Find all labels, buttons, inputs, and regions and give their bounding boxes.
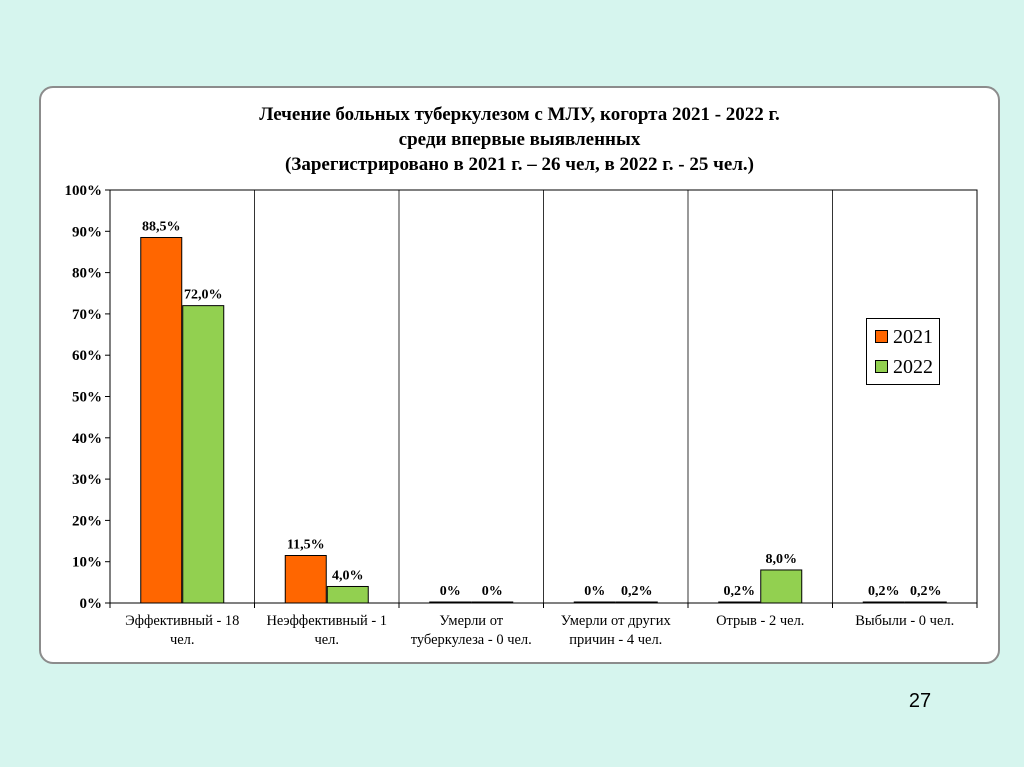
x-category-label: Эффективный - 18	[125, 613, 239, 629]
x-category-label: Умерли от	[439, 613, 503, 629]
chart-title-line-3: (Зарегистрировано в 2021 г. – 26 чел, в …	[284, 154, 754, 175]
x-category-label: чел.	[314, 632, 339, 648]
data-label-2021: 11,5%	[287, 538, 325, 553]
y-tick-label: 70%	[72, 307, 102, 323]
y-tick-label: 30%	[72, 472, 102, 488]
legend-item-2022: 2022	[875, 356, 933, 378]
data-label-2022: 72,0%	[184, 288, 223, 303]
chart-title-line-2: среди впервые выявленных	[398, 129, 641, 150]
bar-2021	[718, 601, 761, 604]
x-category-label: причин - 4 чел.	[569, 632, 662, 648]
page-number: 27	[908, 690, 932, 712]
legend-swatch-2021	[875, 329, 888, 343]
bar-2021	[573, 601, 616, 604]
data-label-2022: 0%	[482, 584, 503, 599]
data-label-2021: 0%	[440, 584, 461, 599]
y-tick-label: 0%	[80, 596, 103, 612]
data-label-2021: 0,2%	[724, 584, 756, 599]
bar-2022	[760, 569, 803, 604]
x-category-label: туберкулеза - 0 чел.	[411, 632, 532, 648]
chart-legend: 2021 2022	[866, 318, 940, 385]
data-label-2022: 8,0%	[766, 552, 798, 567]
y-tick-label: 40%	[72, 431, 102, 447]
bar-2021	[862, 601, 905, 604]
y-tick-label: 10%	[72, 555, 102, 571]
bar-2022	[326, 585, 369, 604]
legend-swatch-2022	[875, 359, 888, 373]
y-tick-label: 90%	[72, 224, 102, 240]
legend-label-2022: 2022	[893, 356, 933, 378]
y-tick-label: 100%	[65, 183, 103, 199]
bar-2022	[471, 601, 514, 604]
x-category-label: Отрыв - 2 чел.	[716, 613, 804, 629]
x-category-label: чел.	[170, 632, 195, 648]
y-tick-label: 80%	[72, 266, 102, 282]
y-tick-label: 20%	[72, 513, 102, 529]
chart-title-line-1: Лечение больных туберкулезом с МЛУ, кого…	[259, 104, 780, 125]
data-label-2021: 0%	[584, 584, 605, 599]
data-label-2022: 4,0%	[332, 568, 364, 583]
data-label-2022: 0,2%	[621, 584, 653, 599]
bar-2022	[615, 601, 658, 604]
bar-2022	[182, 305, 225, 604]
y-tick-label: 50%	[72, 390, 102, 406]
bar-2021	[140, 236, 183, 604]
legend-item-2021: 2021	[875, 326, 933, 348]
data-label-2022: 0,2%	[910, 584, 942, 599]
y-tick-label: 60%	[72, 348, 102, 364]
legend-label-2021: 2021	[893, 326, 933, 348]
x-category-label: Неэффективный - 1	[266, 613, 387, 629]
bar-2021	[284, 555, 327, 604]
data-label-2021: 0,2%	[868, 584, 900, 599]
x-category-label: Выбыли - 0 чел.	[855, 613, 954, 629]
data-label-2021: 88,5%	[142, 219, 181, 234]
bar-2021	[429, 601, 472, 604]
bar-2022	[904, 601, 947, 604]
x-category-label: Умерли от других	[561, 613, 672, 629]
